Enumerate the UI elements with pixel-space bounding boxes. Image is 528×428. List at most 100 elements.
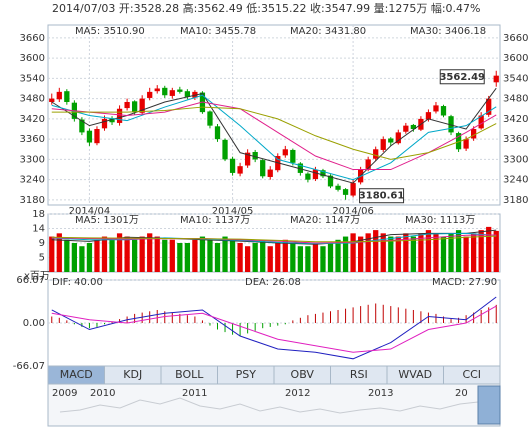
volume-unit: x百万 <box>24 270 50 282</box>
volume-bar <box>373 230 379 272</box>
candle-body <box>403 125 409 132</box>
candle-body <box>229 158 236 173</box>
y-tick-label: 3300 <box>20 154 45 165</box>
volume-bar <box>49 236 55 272</box>
candle-body <box>260 160 266 177</box>
candle-body <box>214 126 221 140</box>
volume-bar <box>131 239 138 272</box>
candle-body <box>109 118 115 123</box>
legend-entry: MA20: 1147万 <box>290 215 360 226</box>
volume-bar <box>470 233 477 272</box>
y-tick-label: 3240 <box>20 175 45 186</box>
timeline-scroller[interactable] <box>477 385 501 425</box>
candle-body <box>237 166 243 174</box>
y-tick-label: 3540 <box>20 73 45 84</box>
volume-bar <box>425 230 432 272</box>
y-tick-label: 3360 <box>20 134 45 145</box>
ma-line <box>51 94 497 181</box>
candle-body <box>305 173 311 180</box>
volume-bar <box>395 236 401 272</box>
timeline-year: 2012 <box>285 388 310 399</box>
annotation-label: 3562.49 <box>439 72 485 83</box>
candle-body <box>395 132 401 144</box>
legend-entry: MA30: 1113万 <box>405 215 475 226</box>
volume-bar <box>448 233 454 272</box>
volume-bar <box>327 243 334 272</box>
volume-bar <box>154 236 160 272</box>
candle-body <box>373 149 379 159</box>
volume-bar <box>147 233 153 272</box>
volume-bar <box>94 239 100 272</box>
volume-bar <box>222 236 228 272</box>
candle-body <box>433 105 439 112</box>
candle-body <box>86 130 93 143</box>
y-tick-label-right: 3660 <box>503 33 528 44</box>
tab-label[interactable]: MACD <box>60 368 93 381</box>
candle-body <box>184 91 191 97</box>
volume-bar <box>403 233 409 272</box>
volume-bar <box>162 239 168 272</box>
volume-bar <box>388 236 394 272</box>
legend-entry: MACD: 27.90 <box>432 277 497 288</box>
tab-label[interactable]: KDJ <box>123 368 142 381</box>
y-tick-label-right: 3540 <box>503 73 528 84</box>
y-tick-label-right: 3480 <box>503 94 528 105</box>
volume-bar <box>418 233 424 272</box>
tab-label[interactable]: RSI <box>350 368 368 381</box>
volume-bar <box>64 239 70 272</box>
volume-bar <box>229 239 236 272</box>
tab[interactable] <box>443 365 501 385</box>
volume-bar <box>267 246 273 272</box>
candle-body <box>282 149 288 156</box>
candle-body <box>335 185 341 190</box>
y-tick-label: 3600 <box>20 53 45 64</box>
volume-bar <box>109 239 115 272</box>
tab-label[interactable]: OBV <box>291 368 315 381</box>
timeline-year: 2009 <box>52 388 77 399</box>
y-tick-label: 0.00 <box>23 318 45 329</box>
volume-bar <box>335 239 341 272</box>
legend-entry: DIF: 40.00 <box>52 277 103 288</box>
volume-bar <box>192 239 198 272</box>
timeline-year: 2010 <box>90 388 115 399</box>
timeline-year: 20 <box>455 388 468 399</box>
volume-bar <box>290 243 296 272</box>
candle-body <box>56 91 62 100</box>
volume-bar <box>116 233 123 272</box>
candle-body <box>101 118 108 129</box>
y-tick-label-right: 3240 <box>503 175 528 186</box>
candle-body <box>139 98 145 113</box>
tab-label[interactable]: CCI <box>462 368 481 381</box>
volume-bar <box>478 230 484 272</box>
tab-label[interactable]: PSY <box>236 368 257 381</box>
candle-body <box>131 101 138 113</box>
candle-body <box>79 119 85 133</box>
tab-label[interactable]: WVAD <box>398 368 432 381</box>
volume-bar <box>440 236 447 272</box>
volume-bar <box>71 243 78 272</box>
candle-body <box>207 111 213 126</box>
ma-line <box>51 232 497 245</box>
volume-bar <box>124 236 130 272</box>
ma-line <box>51 235 497 243</box>
volume-bar <box>252 243 258 272</box>
volume-bar <box>79 246 85 272</box>
tab-label[interactable]: BOLL <box>175 368 204 381</box>
annotation-label: 3180.61 <box>359 191 405 202</box>
candle-body <box>448 116 454 133</box>
candle-body <box>49 98 55 102</box>
candle-body <box>440 106 447 116</box>
volume-bar <box>237 243 243 272</box>
timeline-sparkline <box>59 397 479 414</box>
volume-bar <box>207 239 213 272</box>
candle-body <box>312 169 319 179</box>
y-tick-label: 18 <box>32 209 45 220</box>
ma-line <box>51 106 497 160</box>
x-tick-label: 2014/05 <box>212 206 254 217</box>
volume-bar <box>282 239 288 272</box>
candle-body <box>252 151 258 160</box>
volume-bar <box>365 233 371 272</box>
volume-bar <box>380 233 386 272</box>
annotation-box <box>439 69 485 85</box>
candle-body <box>244 152 251 166</box>
